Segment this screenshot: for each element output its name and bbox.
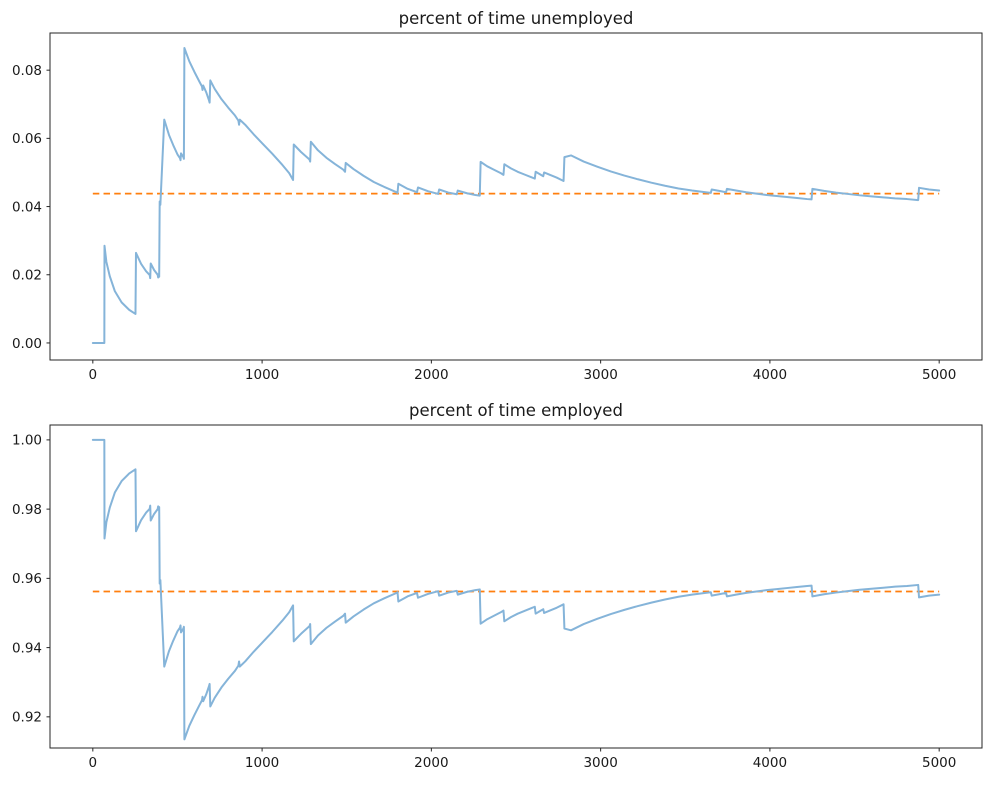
x-tick-label: 4000 xyxy=(753,755,787,771)
unemployment-rate-chart: 0 1000 2000 3000 4000 5000 0.00 0.02 0.04 0.06 0.0… xyxy=(12,9,983,383)
axes-frame xyxy=(49,32,983,361)
x-tick-label: 2000 xyxy=(414,755,448,771)
y-tick-label: 0.94 xyxy=(12,640,42,656)
series-line xyxy=(91,438,941,741)
y-tick-label: 0.00 xyxy=(12,336,42,352)
chart-title: percent of time unemployed xyxy=(399,9,634,28)
x-tick-label: 5000 xyxy=(922,755,956,771)
x-tick-label: 0 xyxy=(89,367,98,383)
x-tick-label: 1000 xyxy=(245,755,279,771)
x-tick-label: 2000 xyxy=(414,367,448,383)
employment-rate-chart: 0 1000 2000 3000 4000 5000 0.92 0.94 0.96 0.98 1.0… xyxy=(12,401,983,771)
x-tick-label: 3000 xyxy=(583,755,617,771)
y-tick-label: 1.00 xyxy=(12,433,42,449)
y-tick-label: 0.98 xyxy=(12,502,42,518)
axes-frame xyxy=(49,424,983,749)
y-tick-label: 0.02 xyxy=(12,268,42,284)
y-tick-label: 0.08 xyxy=(12,63,42,79)
chart-title: percent of time employed xyxy=(409,401,623,420)
x-tick-label: 4000 xyxy=(753,367,787,383)
y-tick-label: 0.96 xyxy=(12,571,42,587)
y-tick-label: 0.92 xyxy=(12,710,42,726)
x-tick-label: 1000 xyxy=(245,367,279,383)
y-tick-label: 0.04 xyxy=(12,199,42,215)
series-line xyxy=(91,47,941,344)
y-tick-label: 0.06 xyxy=(12,131,42,147)
x-tick-label: 3000 xyxy=(583,367,617,383)
x-tick-label: 0 xyxy=(89,755,98,771)
x-tick-label: 5000 xyxy=(922,367,956,383)
